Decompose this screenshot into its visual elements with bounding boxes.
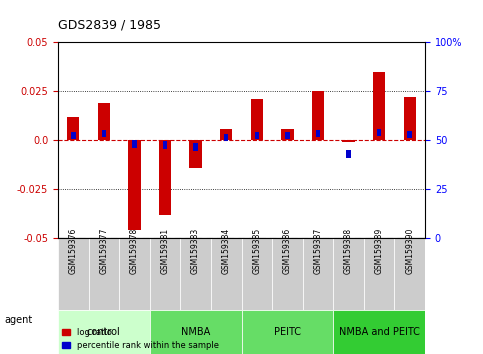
FancyBboxPatch shape <box>58 238 88 310</box>
Bar <box>251 99 263 141</box>
FancyBboxPatch shape <box>150 238 180 310</box>
Text: GSM159386: GSM159386 <box>283 228 292 274</box>
Bar <box>281 129 294 141</box>
Bar <box>316 130 320 137</box>
Bar <box>193 143 198 151</box>
Bar <box>373 72 385 141</box>
Bar <box>342 141 355 142</box>
Text: GSM159387: GSM159387 <box>313 228 323 274</box>
Bar <box>312 91 324 141</box>
Bar <box>163 141 167 149</box>
FancyBboxPatch shape <box>333 238 364 310</box>
Bar <box>67 117 79 141</box>
Text: GSM159376: GSM159376 <box>69 228 78 274</box>
Bar <box>159 141 171 215</box>
Legend: log ratio, percentile rank within the sample: log ratio, percentile rank within the sa… <box>62 328 219 350</box>
FancyBboxPatch shape <box>58 310 150 354</box>
FancyBboxPatch shape <box>395 238 425 310</box>
Bar <box>285 132 290 139</box>
Bar <box>377 129 382 137</box>
Bar <box>189 141 202 168</box>
FancyBboxPatch shape <box>333 310 425 354</box>
Text: GDS2839 / 1985: GDS2839 / 1985 <box>58 19 161 32</box>
FancyBboxPatch shape <box>303 238 333 310</box>
Text: GSM159385: GSM159385 <box>252 228 261 274</box>
Bar <box>101 130 106 137</box>
Bar <box>71 132 75 139</box>
Bar <box>98 103 110 141</box>
FancyBboxPatch shape <box>119 238 150 310</box>
Text: PEITC: PEITC <box>274 327 301 337</box>
Bar <box>408 131 412 138</box>
Text: GSM159383: GSM159383 <box>191 228 200 274</box>
Text: NMBA: NMBA <box>181 327 210 337</box>
FancyBboxPatch shape <box>150 310 242 354</box>
Text: GSM159378: GSM159378 <box>130 228 139 274</box>
Text: GSM159381: GSM159381 <box>160 228 170 274</box>
Text: GSM159389: GSM159389 <box>375 228 384 274</box>
Text: agent: agent <box>5 315 33 325</box>
Text: NMBA and PEITC: NMBA and PEITC <box>339 327 420 337</box>
FancyBboxPatch shape <box>272 238 303 310</box>
Bar <box>346 150 351 158</box>
Bar <box>404 97 416 141</box>
Text: GSM159390: GSM159390 <box>405 228 414 274</box>
Bar <box>128 141 141 230</box>
Text: GSM159388: GSM159388 <box>344 228 353 274</box>
Text: GSM159377: GSM159377 <box>99 228 108 274</box>
Bar <box>132 141 137 148</box>
Text: control: control <box>87 327 121 337</box>
Bar <box>255 132 259 139</box>
FancyBboxPatch shape <box>242 238 272 310</box>
Bar <box>224 133 228 141</box>
FancyBboxPatch shape <box>88 238 119 310</box>
FancyBboxPatch shape <box>211 238 242 310</box>
Text: GSM159384: GSM159384 <box>222 228 231 274</box>
FancyBboxPatch shape <box>180 238 211 310</box>
FancyBboxPatch shape <box>364 238 395 310</box>
Bar <box>220 129 232 141</box>
FancyBboxPatch shape <box>242 310 333 354</box>
